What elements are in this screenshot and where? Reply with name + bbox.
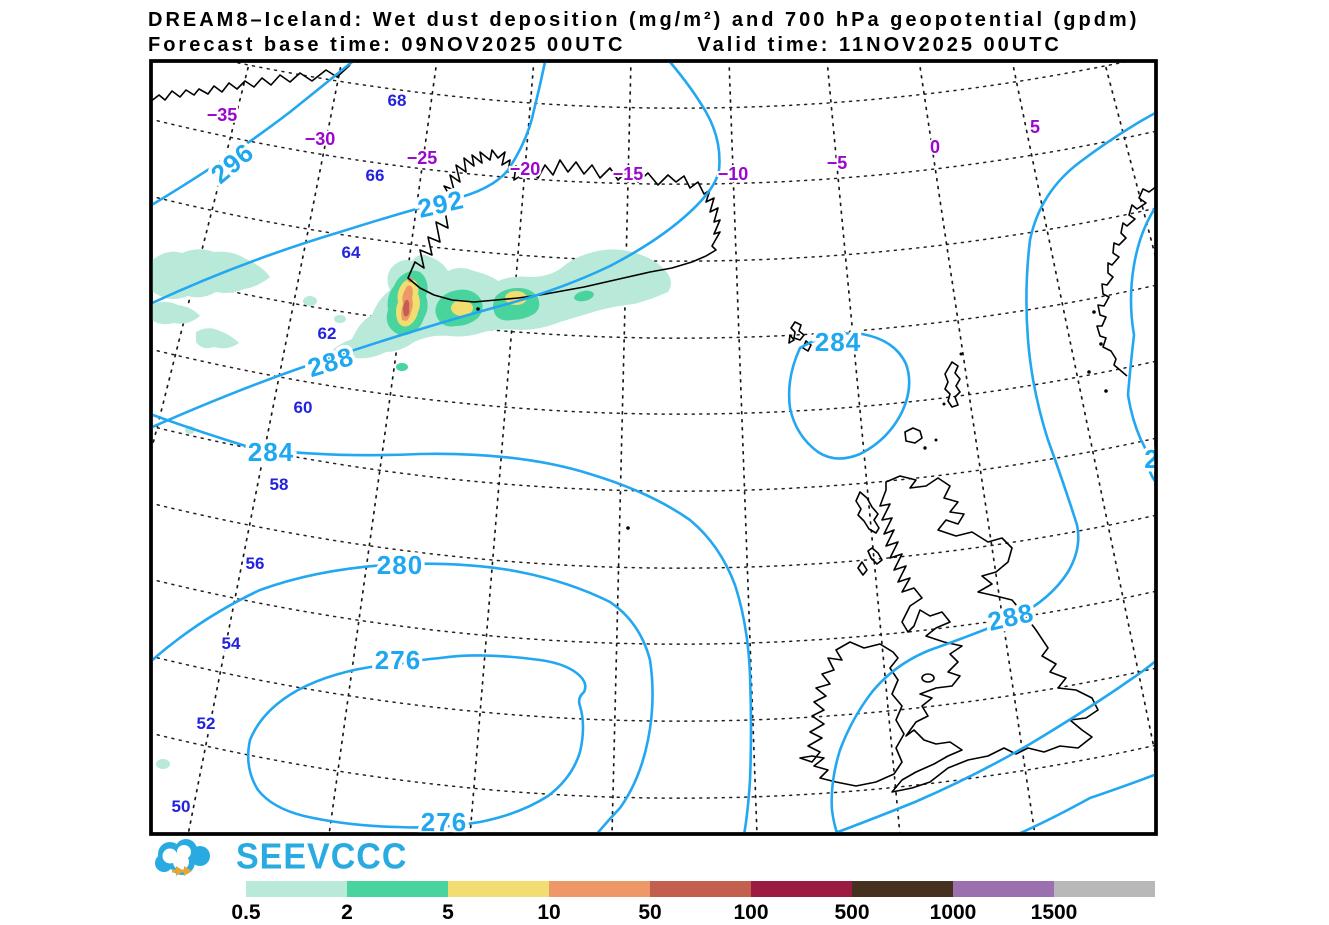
valid-time: Valid time: 11NOV2025 00UTC — [697, 34, 1062, 56]
lat-label-66: 66 — [366, 166, 385, 185]
forecast-base-time: Forecast base time: 09NOV2025 00UTC — [148, 34, 626, 56]
lon-label--15: −15 — [613, 164, 644, 184]
seevccc-logo: SEEVCCC — [148, 836, 407, 878]
colorbar-tick-1: 2 — [341, 901, 353, 924]
lon-label--25: −25 — [407, 148, 438, 168]
ireland-coast — [799, 641, 905, 787]
contour-280 — [151, 562, 654, 834]
logo-arrow-icon — [172, 866, 192, 876]
geopotential-contours — [151, 61, 1156, 834]
lon-label--35: −35 — [207, 105, 238, 125]
colorbar-segment-4 — [650, 881, 751, 897]
title-block: DREAM8–Iceland: Wet dust deposition (mg/… — [148, 8, 1328, 58]
seevccc-cloud-icon — [155, 839, 210, 876]
great-britain-coast — [879, 475, 1099, 793]
lat-label-58: 58 — [270, 475, 289, 494]
contour-292 — [151, 61, 547, 305]
colorbar-segment-1 — [347, 881, 448, 897]
contour-292-norway — [1126, 204, 1156, 485]
colorbar-tick-8: 1500 — [1031, 901, 1078, 924]
lat-label-54: 54 — [222, 634, 241, 653]
dust-area-50 — [403, 299, 410, 317]
lat-label-68: 68 — [388, 91, 407, 110]
lon-label--20: −20 — [510, 159, 541, 179]
contour-296-corner — [1015, 772, 1156, 834]
colorbar-segment-2 — [448, 881, 549, 897]
logo-text: SEEVCCC — [236, 836, 408, 877]
shetland-islands — [942, 352, 963, 408]
colorbar-tick-5: 100 — [733, 901, 768, 924]
iceland-coast — [407, 149, 721, 303]
colorbar-tick-6: 500 — [834, 901, 869, 924]
colorbar-tick-7: 1000 — [930, 901, 977, 924]
contour-label-292-clipped: 2 — [1144, 444, 1159, 474]
lon-label--5: −5 — [827, 153, 848, 173]
orkney-islands — [904, 427, 938, 450]
lon-label-0: 0 — [930, 137, 940, 157]
contour-296 — [151, 61, 354, 207]
lat-label-50: 50 — [172, 797, 191, 816]
isle-of-man — [921, 673, 935, 683]
contour-284-oval — [787, 332, 911, 460]
lat-label-62: 62 — [318, 324, 337, 343]
longitude-labels: −35 −30 −25 −20 −15 −10 −5 0 5 — [205, 103, 1042, 186]
greenland-coast — [151, 64, 351, 103]
latitude-labels: 68 66 64 62 60 58 56 54 52 50 — [170, 89, 409, 818]
norway-coast — [1096, 185, 1156, 377]
hebrides-islands — [855, 491, 883, 576]
contour-label-276: 276 — [375, 645, 421, 675]
lat-label-60: 60 — [294, 398, 313, 417]
colorbar-segment-0 — [246, 881, 347, 897]
contour-label-284-oval: 284 — [815, 327, 861, 357]
time-line: Forecast base time: 09NOV2025 00UTC Vali… — [148, 33, 1328, 58]
lat-label-56: 56 — [246, 554, 265, 573]
contour-label-276-bottom: 276 — [421, 807, 467, 837]
lat-label-52: 52 — [197, 714, 216, 733]
colorbar-tick-0: 0.5 — [231, 901, 261, 924]
rockall-islet — [626, 526, 630, 530]
contour-288-east — [830, 111, 1156, 834]
colorbar-segment-3 — [549, 881, 650, 897]
norway-islets — [1087, 310, 1108, 393]
colorbar: 0.5 2 5 10 50 100 500 1000 1500 — [231, 881, 1155, 924]
lon-label-5: 5 — [1030, 117, 1040, 137]
lon-label--10: −10 — [718, 164, 749, 184]
colorbar-ticks: 0.5 2 5 10 50 100 500 1000 1500 — [231, 901, 1077, 924]
lat-label-64: 64 — [342, 243, 361, 262]
contour-288 — [151, 61, 721, 429]
lon-label--30: −30 — [305, 129, 336, 149]
map-title: DREAM8–Iceland: Wet dust deposition (mg/… — [148, 9, 1140, 31]
contour-284 — [151, 412, 753, 834]
colorbar-tick-4: 50 — [638, 901, 661, 924]
colorbar-tick-3: 10 — [537, 901, 560, 924]
colorbar-segment-7 — [953, 881, 1054, 897]
westman-island — [476, 307, 480, 311]
colorbar-segment-5 — [751, 881, 852, 897]
contour-label-284: 284 — [248, 437, 294, 467]
contour-292-england — [829, 659, 1156, 834]
contour-276-loop — [246, 654, 587, 829]
colorbar-segment-6 — [852, 881, 953, 897]
colorbar-segment-8 — [1054, 881, 1155, 897]
map-frame — [149, 59, 1158, 836]
colorbar-tick-2: 5 — [442, 901, 454, 924]
contour-label-280: 280 — [377, 550, 423, 580]
